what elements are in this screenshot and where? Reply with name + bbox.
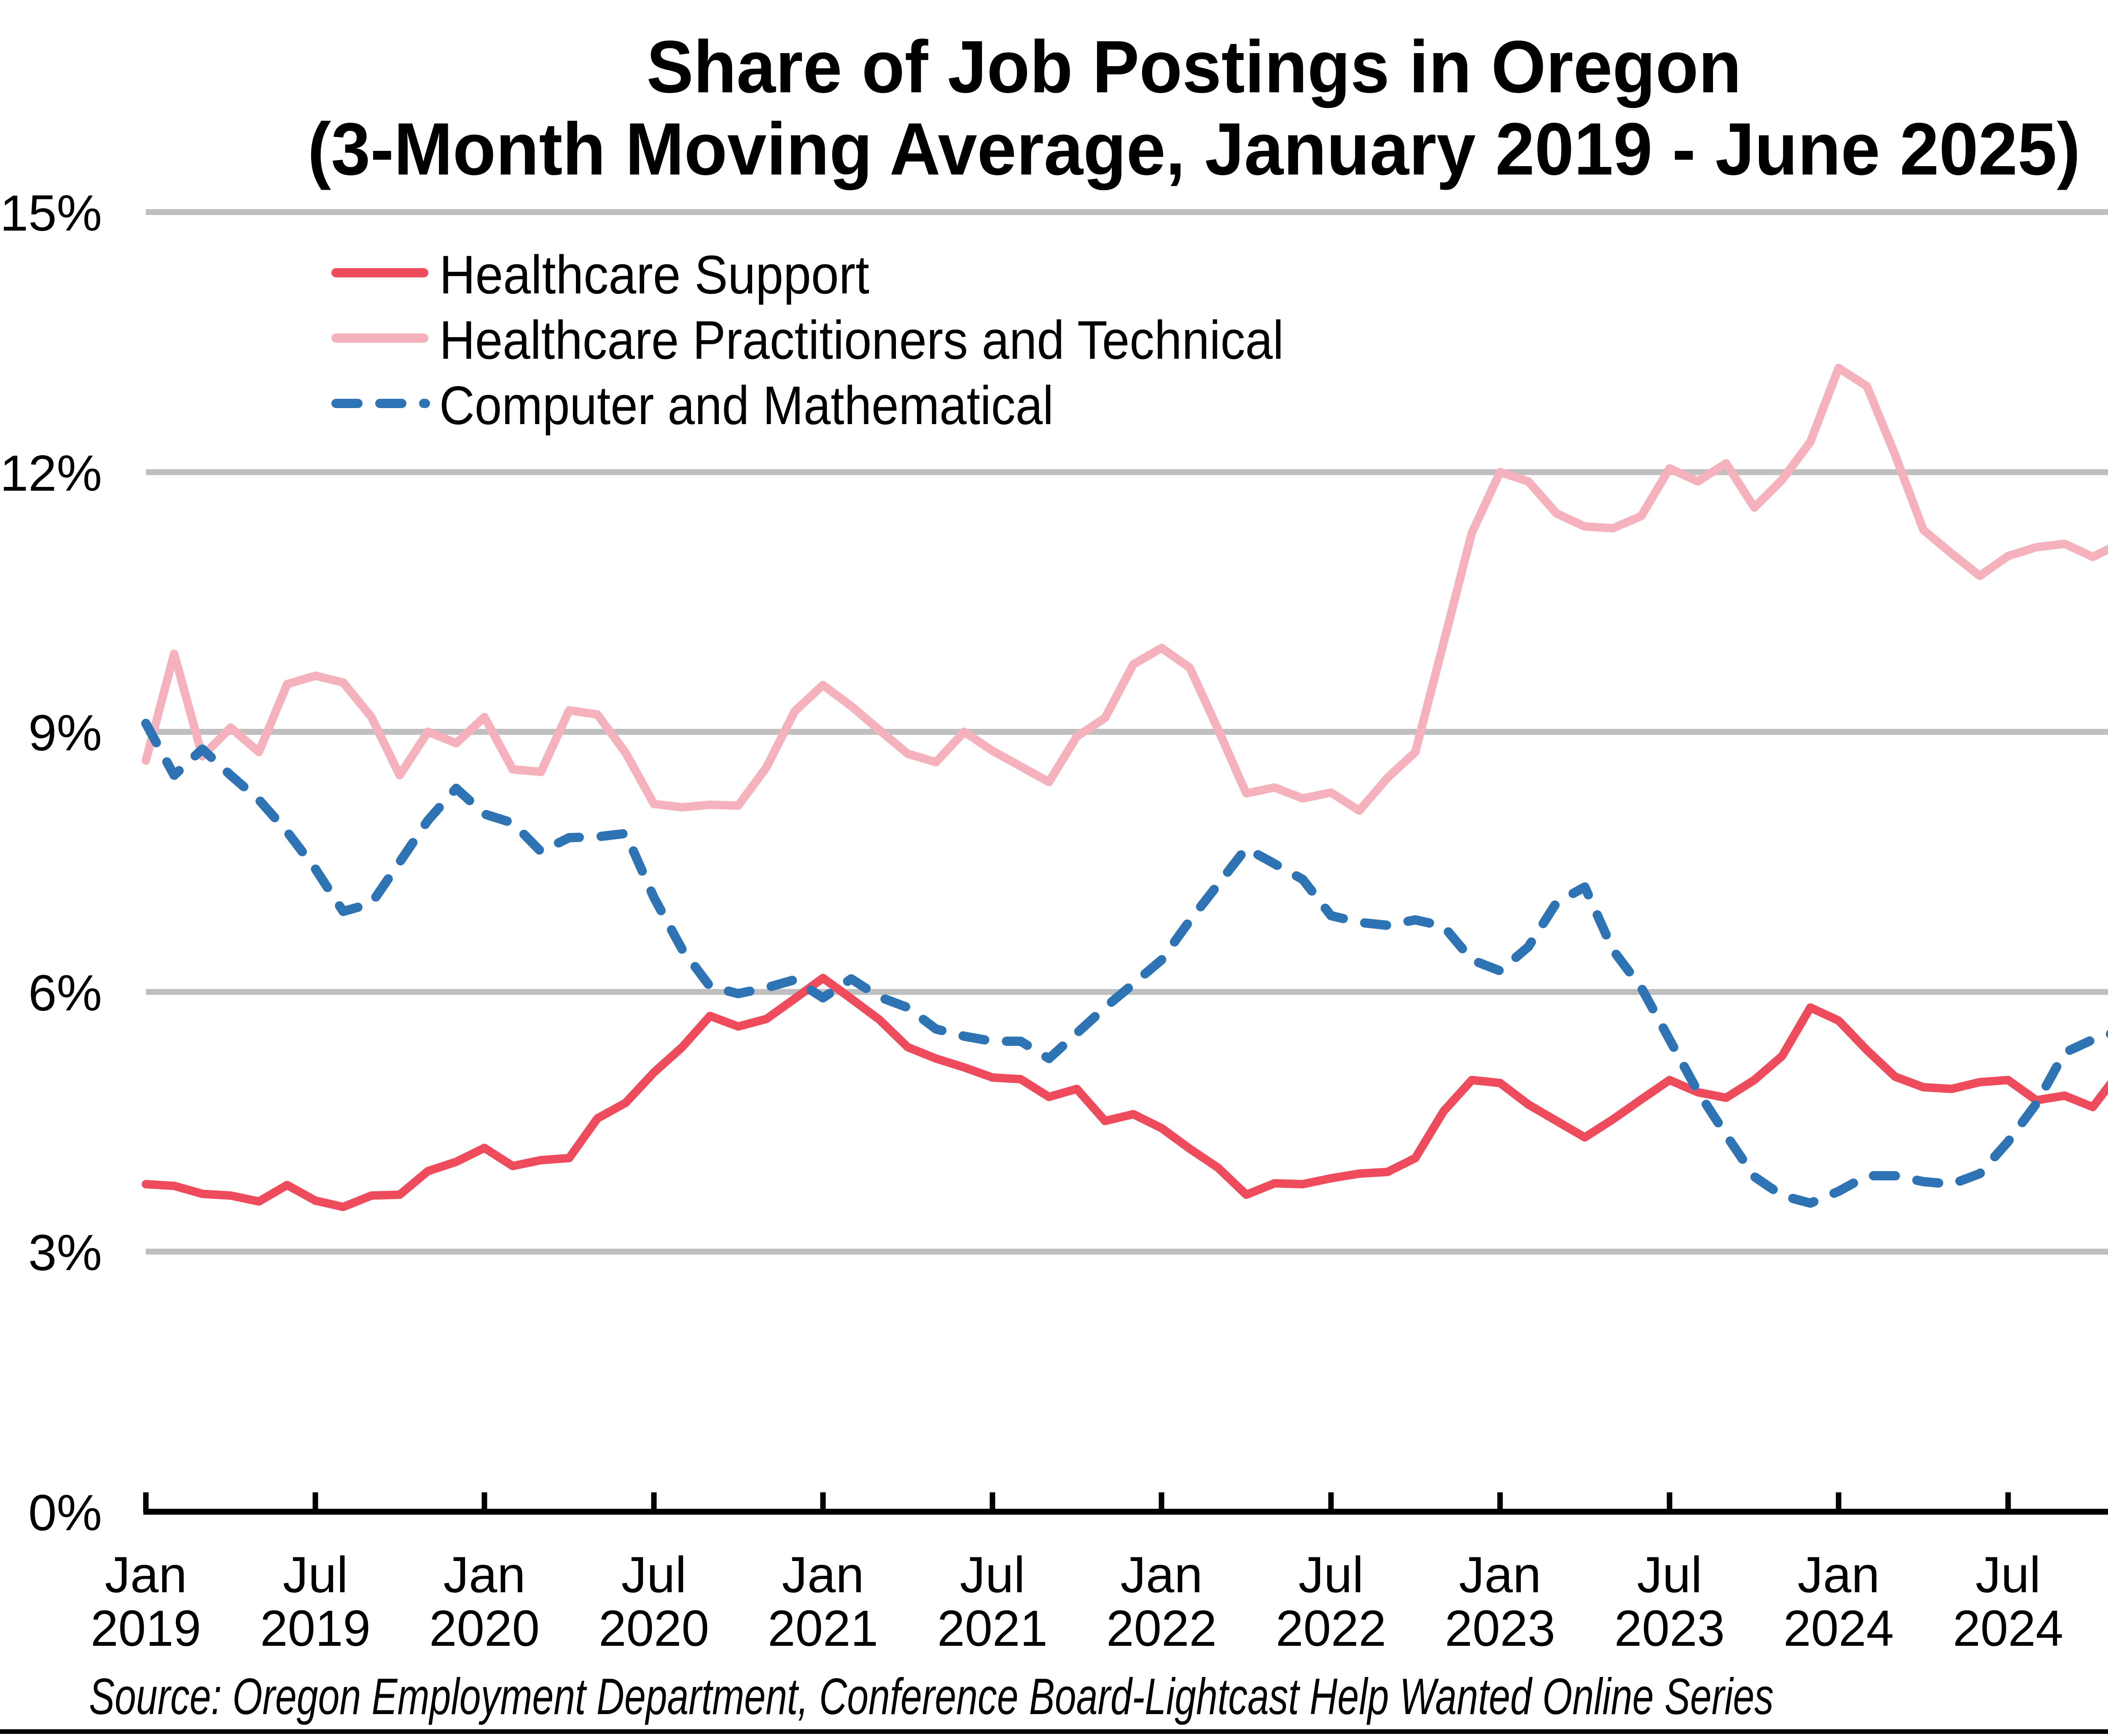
svg-text:Jul: Jul	[1976, 1546, 2041, 1603]
svg-text:2022: 2022	[1106, 1599, 1217, 1657]
svg-text:2022: 2022	[1276, 1599, 1386, 1657]
svg-text:Jul: Jul	[960, 1546, 1025, 1603]
svg-text:Source: Oregon Employment Depa: Source: Oregon Employment Department, Co…	[89, 1668, 1774, 1725]
svg-text:Jan: Jan	[1120, 1546, 1202, 1603]
svg-text:(3-Month Moving Average, Janua: (3-Month Moving Average, January 2019 - …	[308, 108, 2081, 191]
svg-text:2024: 2024	[1783, 1599, 1894, 1657]
svg-text:2023: 2023	[1445, 1599, 1555, 1657]
svg-text:2019: 2019	[260, 1599, 371, 1657]
svg-text:Jul: Jul	[621, 1546, 687, 1603]
svg-text:Jul: Jul	[283, 1546, 348, 1603]
svg-text:Jan: Jan	[1459, 1546, 1541, 1603]
svg-text:Jan: Jan	[105, 1546, 187, 1603]
svg-text:Jan: Jan	[1797, 1546, 1879, 1603]
svg-text:2020: 2020	[429, 1599, 540, 1657]
svg-text:3%: 3%	[28, 1224, 102, 1281]
svg-text:9%: 9%	[28, 704, 102, 761]
svg-text:Jan: Jan	[782, 1546, 864, 1603]
svg-text:2021: 2021	[937, 1599, 1048, 1657]
svg-text:2021: 2021	[768, 1599, 878, 1657]
svg-text:2020: 2020	[599, 1599, 709, 1657]
svg-text:Share of Job Postings in Orego: Share of Job Postings in Oregon	[647, 26, 1742, 108]
svg-text:Healthcare Support: Healthcare Support	[439, 245, 869, 305]
svg-text:2019: 2019	[91, 1599, 201, 1657]
svg-text:2023: 2023	[1614, 1599, 1725, 1657]
svg-text:12%: 12%	[0, 444, 102, 502]
svg-text:Healthcare Practitioners and T: Healthcare Practitioners and Technical	[439, 310, 1284, 371]
svg-text:0%: 0%	[28, 1484, 102, 1541]
svg-text:2024: 2024	[1953, 1599, 2063, 1657]
svg-text:Jul: Jul	[1299, 1546, 1364, 1603]
svg-text:Computer and Mathematical: Computer and Mathematical	[439, 375, 1054, 436]
svg-text:Jan: Jan	[443, 1546, 525, 1603]
svg-text:6%: 6%	[28, 964, 102, 1021]
svg-text:Jul: Jul	[1637, 1546, 1702, 1603]
svg-text:15%: 15%	[0, 184, 102, 242]
